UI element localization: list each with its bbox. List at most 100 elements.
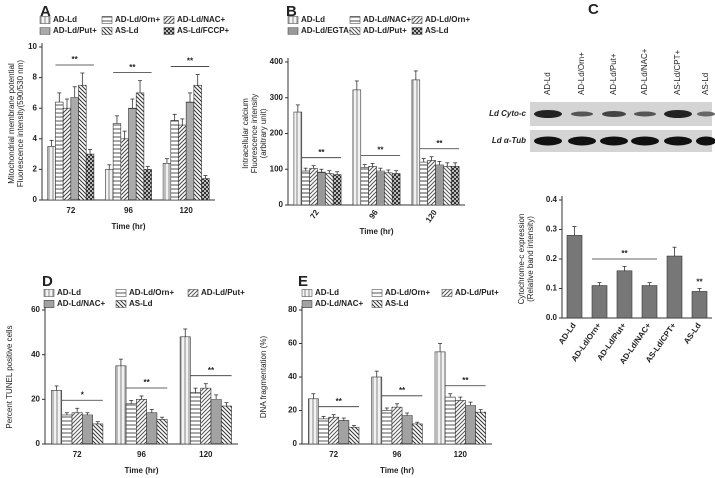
bar [136,399,147,445]
bar [391,173,401,206]
y-tick-label: 0.4 [546,195,558,204]
legend-label: AD-Ld/NAC+ [363,15,412,24]
bar [178,124,187,201]
lane-label: AS-Ld/CPT+ [673,50,682,95]
legend-swatch [411,27,423,35]
lane-label: AS-Ld [701,73,710,95]
bar [325,173,334,206]
legend-label: AS-Ld [385,299,409,308]
bar [55,101,64,201]
y-tick-label: 0.0 [546,313,558,322]
legend-swatch [411,16,423,24]
y-tick-label: 20 [31,394,40,403]
bar [566,235,583,319]
bar [352,89,362,206]
legend-swatch [115,289,127,297]
y-tick-label: 200 [270,129,284,138]
y-axis-label: (Relative band intensity) [526,216,535,302]
blot-row-label: Ld α-Tub [492,136,526,145]
x-tick-label: 96 [367,208,380,221]
y-tick-label: 60 [31,305,40,314]
bar [411,79,421,206]
x-tick-label: 120 [199,450,213,459]
y-tick-label: 0 [33,195,38,204]
bar [70,97,79,201]
x-tick-label: 72 [329,450,338,459]
y-tick-label: 0 [279,200,284,209]
band [568,136,596,146]
legend-swatch [163,27,175,35]
bar [179,336,191,445]
y-tick-label: 80 [288,305,297,314]
x-axis-label: Time (hr) [124,466,158,475]
legend-label: AD-Ld [315,288,339,297]
y-tick-label: 20 [288,406,297,415]
bar [135,92,145,201]
band [696,136,715,146]
y-axis-label: Fluorescence intensity(590/530 nm) [16,60,25,188]
x-axis-label: Time (hr) [111,222,145,231]
bar [115,365,127,445]
bar [328,416,340,445]
y-tick-label: 300 [270,93,284,102]
band [600,136,628,146]
legend-label: AD-Ld/Put+ [53,26,97,35]
bar [427,160,436,206]
bar [616,270,633,319]
bar [190,392,201,445]
annotation: ** [129,63,136,72]
y-tick-label: 400 [270,57,284,66]
legend-swatch [287,16,299,24]
x-tick-label: 96 [393,450,402,459]
bar [348,426,360,445]
legend-swatch [115,300,127,308]
bar [156,419,168,445]
legend-swatch [441,289,453,297]
bar [143,169,152,201]
x-axis-label: Time (hr) [359,227,393,236]
legend-label: AD-Ld/NAC+ [315,299,364,308]
bar [401,415,413,445]
annotation: ** [187,57,194,66]
legend-label: AD-Ld/NAC+ [177,15,226,24]
panel-title: B [286,3,297,20]
x-tick-label: 120 [454,450,468,459]
bar [146,412,158,445]
bar [293,111,303,206]
annotation: ** [208,366,215,375]
annotation: ** [377,146,384,155]
band [697,111,715,117]
blot-row-label: Ld Cyto-c [489,109,526,118]
legend-swatch [39,27,51,35]
legend-swatch [39,16,51,24]
bar [82,414,93,445]
y-axis-label: Fluorescence intensity [250,94,259,174]
bar [78,84,87,201]
x-tick-label: AS-Ld [682,321,703,346]
bar [61,414,73,445]
bar [435,164,444,206]
y-axis-label: (arbitrary unit) [259,108,268,158]
x-tick-label: 120 [179,206,193,215]
band [634,111,656,117]
bar [338,420,350,445]
annotation: ** [318,148,325,157]
bar [51,390,63,445]
lane-label: AD-Ld [543,72,552,95]
legend-swatch [43,289,55,297]
bar [71,412,83,445]
legend-label: AS-Ld [425,26,449,35]
bar [308,398,319,445]
legend-label: AD-Ld [57,288,81,297]
y-tick-label: 2 [33,165,38,174]
legend-swatch [101,16,113,24]
bar [128,107,137,201]
panel-title: E [298,273,308,290]
bar [419,161,428,206]
band [664,110,692,118]
legend-swatch [349,27,361,35]
legend-label: AS-Ld/FCCP+ [177,26,230,35]
bar [332,174,342,206]
bar [368,166,377,206]
